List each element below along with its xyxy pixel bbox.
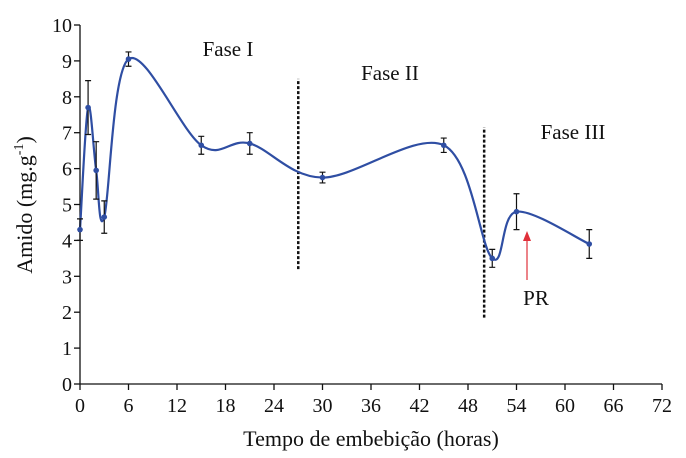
- data-point: [101, 214, 108, 220]
- x-tick-label: 18: [216, 395, 236, 417]
- y-title-end: ): [12, 136, 37, 143]
- series-line: [78, 56, 590, 261]
- y-tick-label: 10: [52, 15, 72, 37]
- data-point: [319, 174, 326, 181]
- data-point: [93, 167, 99, 174]
- data-point: [85, 104, 91, 111]
- annotation: Fase II: [361, 61, 419, 85]
- y-tick-label: 5: [62, 195, 72, 217]
- x-tick-label: 66: [604, 395, 624, 417]
- y-tick-label: 0: [62, 374, 72, 396]
- x-tick-label: 60: [555, 395, 575, 417]
- data-point: [77, 226, 83, 233]
- x-tick-label: 36: [361, 395, 381, 417]
- x-tick-label: 42: [410, 395, 430, 417]
- y-tick-label: 2: [62, 302, 72, 324]
- pr-arrowhead: [523, 231, 531, 241]
- x-tick-label: 72: [652, 395, 672, 417]
- data-point: [586, 241, 593, 247]
- y-tick-label: 8: [62, 87, 72, 109]
- data-point: [246, 140, 253, 147]
- y-tick-label: 1: [62, 338, 72, 360]
- y-title-sup: -1: [12, 144, 27, 156]
- annotation: Fase I: [203, 37, 254, 61]
- y-title-main: Amido (mg.g: [12, 155, 37, 274]
- y-tick-label: 3: [62, 266, 72, 288]
- x-tick-label: 48: [458, 395, 478, 417]
- data-point: [513, 208, 520, 215]
- x-axis-title: Tempo de embebição (horas): [243, 426, 499, 451]
- x-tick-label: 12: [167, 395, 187, 417]
- data-point: [489, 255, 496, 262]
- y-tick-label: 4: [62, 230, 72, 252]
- x-tick-label: 54: [507, 395, 527, 417]
- y-tick-label: 7: [62, 123, 72, 145]
- data-point: [125, 56, 132, 62]
- x-tick-label: 6: [124, 395, 134, 417]
- data-point: [198, 142, 205, 149]
- annotation: Fase III: [541, 120, 606, 144]
- annotation: PR: [523, 286, 549, 310]
- y-tick-label: 6: [62, 159, 72, 181]
- x-tick-label: 24: [264, 395, 284, 417]
- x-tick-label: 30: [313, 395, 333, 417]
- x-tick-label: 0: [75, 395, 85, 417]
- y-tick-label: 9: [62, 51, 72, 73]
- y-axis-title: Amido (mg.g-1): [12, 136, 37, 274]
- data-point: [440, 142, 447, 149]
